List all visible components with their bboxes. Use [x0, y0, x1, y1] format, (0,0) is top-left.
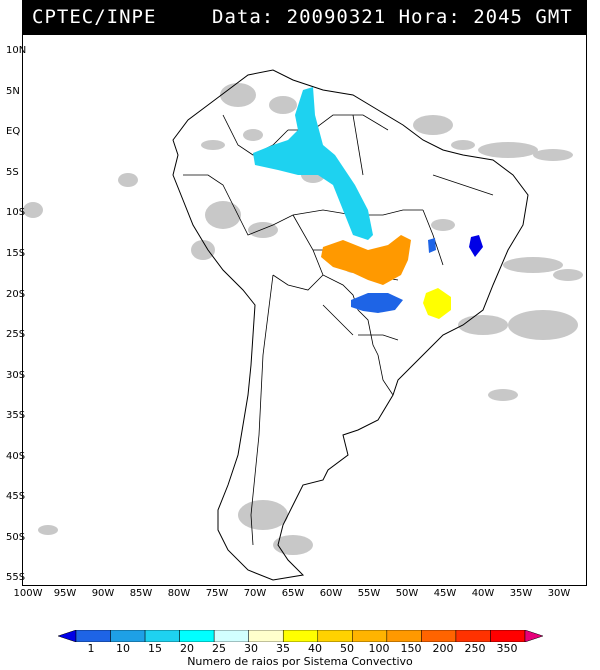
lon-label: 80W [167, 588, 191, 599]
lat-label: 35S [6, 410, 26, 421]
lat-label: 20S [6, 289, 26, 300]
legend-title: Numero de raios por Sistema Convectivo [187, 655, 413, 668]
orange-system [321, 235, 411, 285]
lat-label: EQ [6, 126, 21, 137]
legend-swatch [352, 630, 388, 642]
convective-systems [253, 87, 483, 319]
legend-swatch [213, 630, 249, 642]
legend-tick: 25 [212, 642, 226, 655]
legend-swatch [75, 630, 111, 642]
legend-tick: 10 [116, 642, 130, 655]
legend-tick: 40 [308, 642, 322, 655]
legend-swatch [248, 630, 284, 642]
legend-swatch [58, 630, 77, 642]
legend-swatch [490, 630, 526, 642]
legend-tick: 30 [244, 642, 258, 655]
legend-tick: 50 [340, 642, 354, 655]
lat-label: 25S [6, 329, 26, 340]
blue-system [351, 293, 403, 313]
lat-label: 15S [6, 248, 26, 259]
legend-swatch [524, 630, 543, 642]
date-time-label: Data: 20090321 Hora: 2045 GMT [212, 6, 573, 28]
lat-label: 10S [6, 207, 26, 218]
cloud-cover [23, 83, 583, 555]
legend-swatch [110, 630, 146, 642]
legend-swatch [282, 630, 319, 642]
legend-tick: 100 [368, 642, 390, 655]
legend-tick: 250 [464, 642, 486, 655]
darkblue-cell-1 [469, 235, 483, 257]
lon-label: 100W [13, 588, 43, 599]
legend-tick: 200 [432, 642, 454, 655]
legend-tick: 1 [87, 642, 95, 655]
lat-label: 55S [6, 572, 26, 583]
continent-outline [172, 69, 529, 581]
lon-label: 55W [357, 588, 381, 599]
source-label: CPTEC/INPE [32, 6, 157, 28]
lat-label: 30S [6, 370, 26, 381]
lon-label: 65W [281, 588, 305, 599]
legend-tick: 350 [496, 642, 518, 655]
legend-tick: 15 [148, 642, 162, 655]
legend-swatch [144, 630, 180, 642]
title-bar: CPTEC/INPE Data: 20090321 Hora: 2045 GMT [22, 0, 587, 34]
cyan-system [253, 87, 373, 240]
map-panel [22, 34, 587, 586]
lat-label: 40S [6, 451, 26, 462]
legend-swatch [455, 630, 491, 642]
color-legend [58, 630, 543, 642]
legend-tick: 150 [400, 642, 422, 655]
south-america-map [23, 69, 583, 581]
lon-label: 60W [319, 588, 343, 599]
legend-tick: 20 [180, 642, 194, 655]
lat-label: 5S [6, 167, 19, 178]
lon-label: 85W [129, 588, 153, 599]
legend-swatch [386, 630, 422, 642]
lon-label: 95W [53, 588, 77, 599]
lon-label: 90W [91, 588, 115, 599]
lat-label: 50S [6, 532, 26, 543]
lon-label: 30W [547, 588, 571, 599]
lon-label: 35W [509, 588, 533, 599]
blue-cell-2 [428, 238, 436, 253]
legend-tick: 35 [276, 642, 290, 655]
legend-swatch [421, 630, 457, 642]
lon-label: 50W [395, 588, 419, 599]
lon-label: 45W [433, 588, 457, 599]
legend-swatch [179, 630, 215, 642]
lon-label: 70W [243, 588, 267, 599]
yellow-system [423, 288, 451, 319]
lat-label: 45S [6, 491, 26, 502]
lat-label: 5N [6, 86, 20, 97]
lon-label: 75W [205, 588, 229, 599]
legend-swatch [317, 630, 353, 642]
lat-label: 10N [6, 45, 27, 56]
lon-label: 40W [471, 588, 495, 599]
